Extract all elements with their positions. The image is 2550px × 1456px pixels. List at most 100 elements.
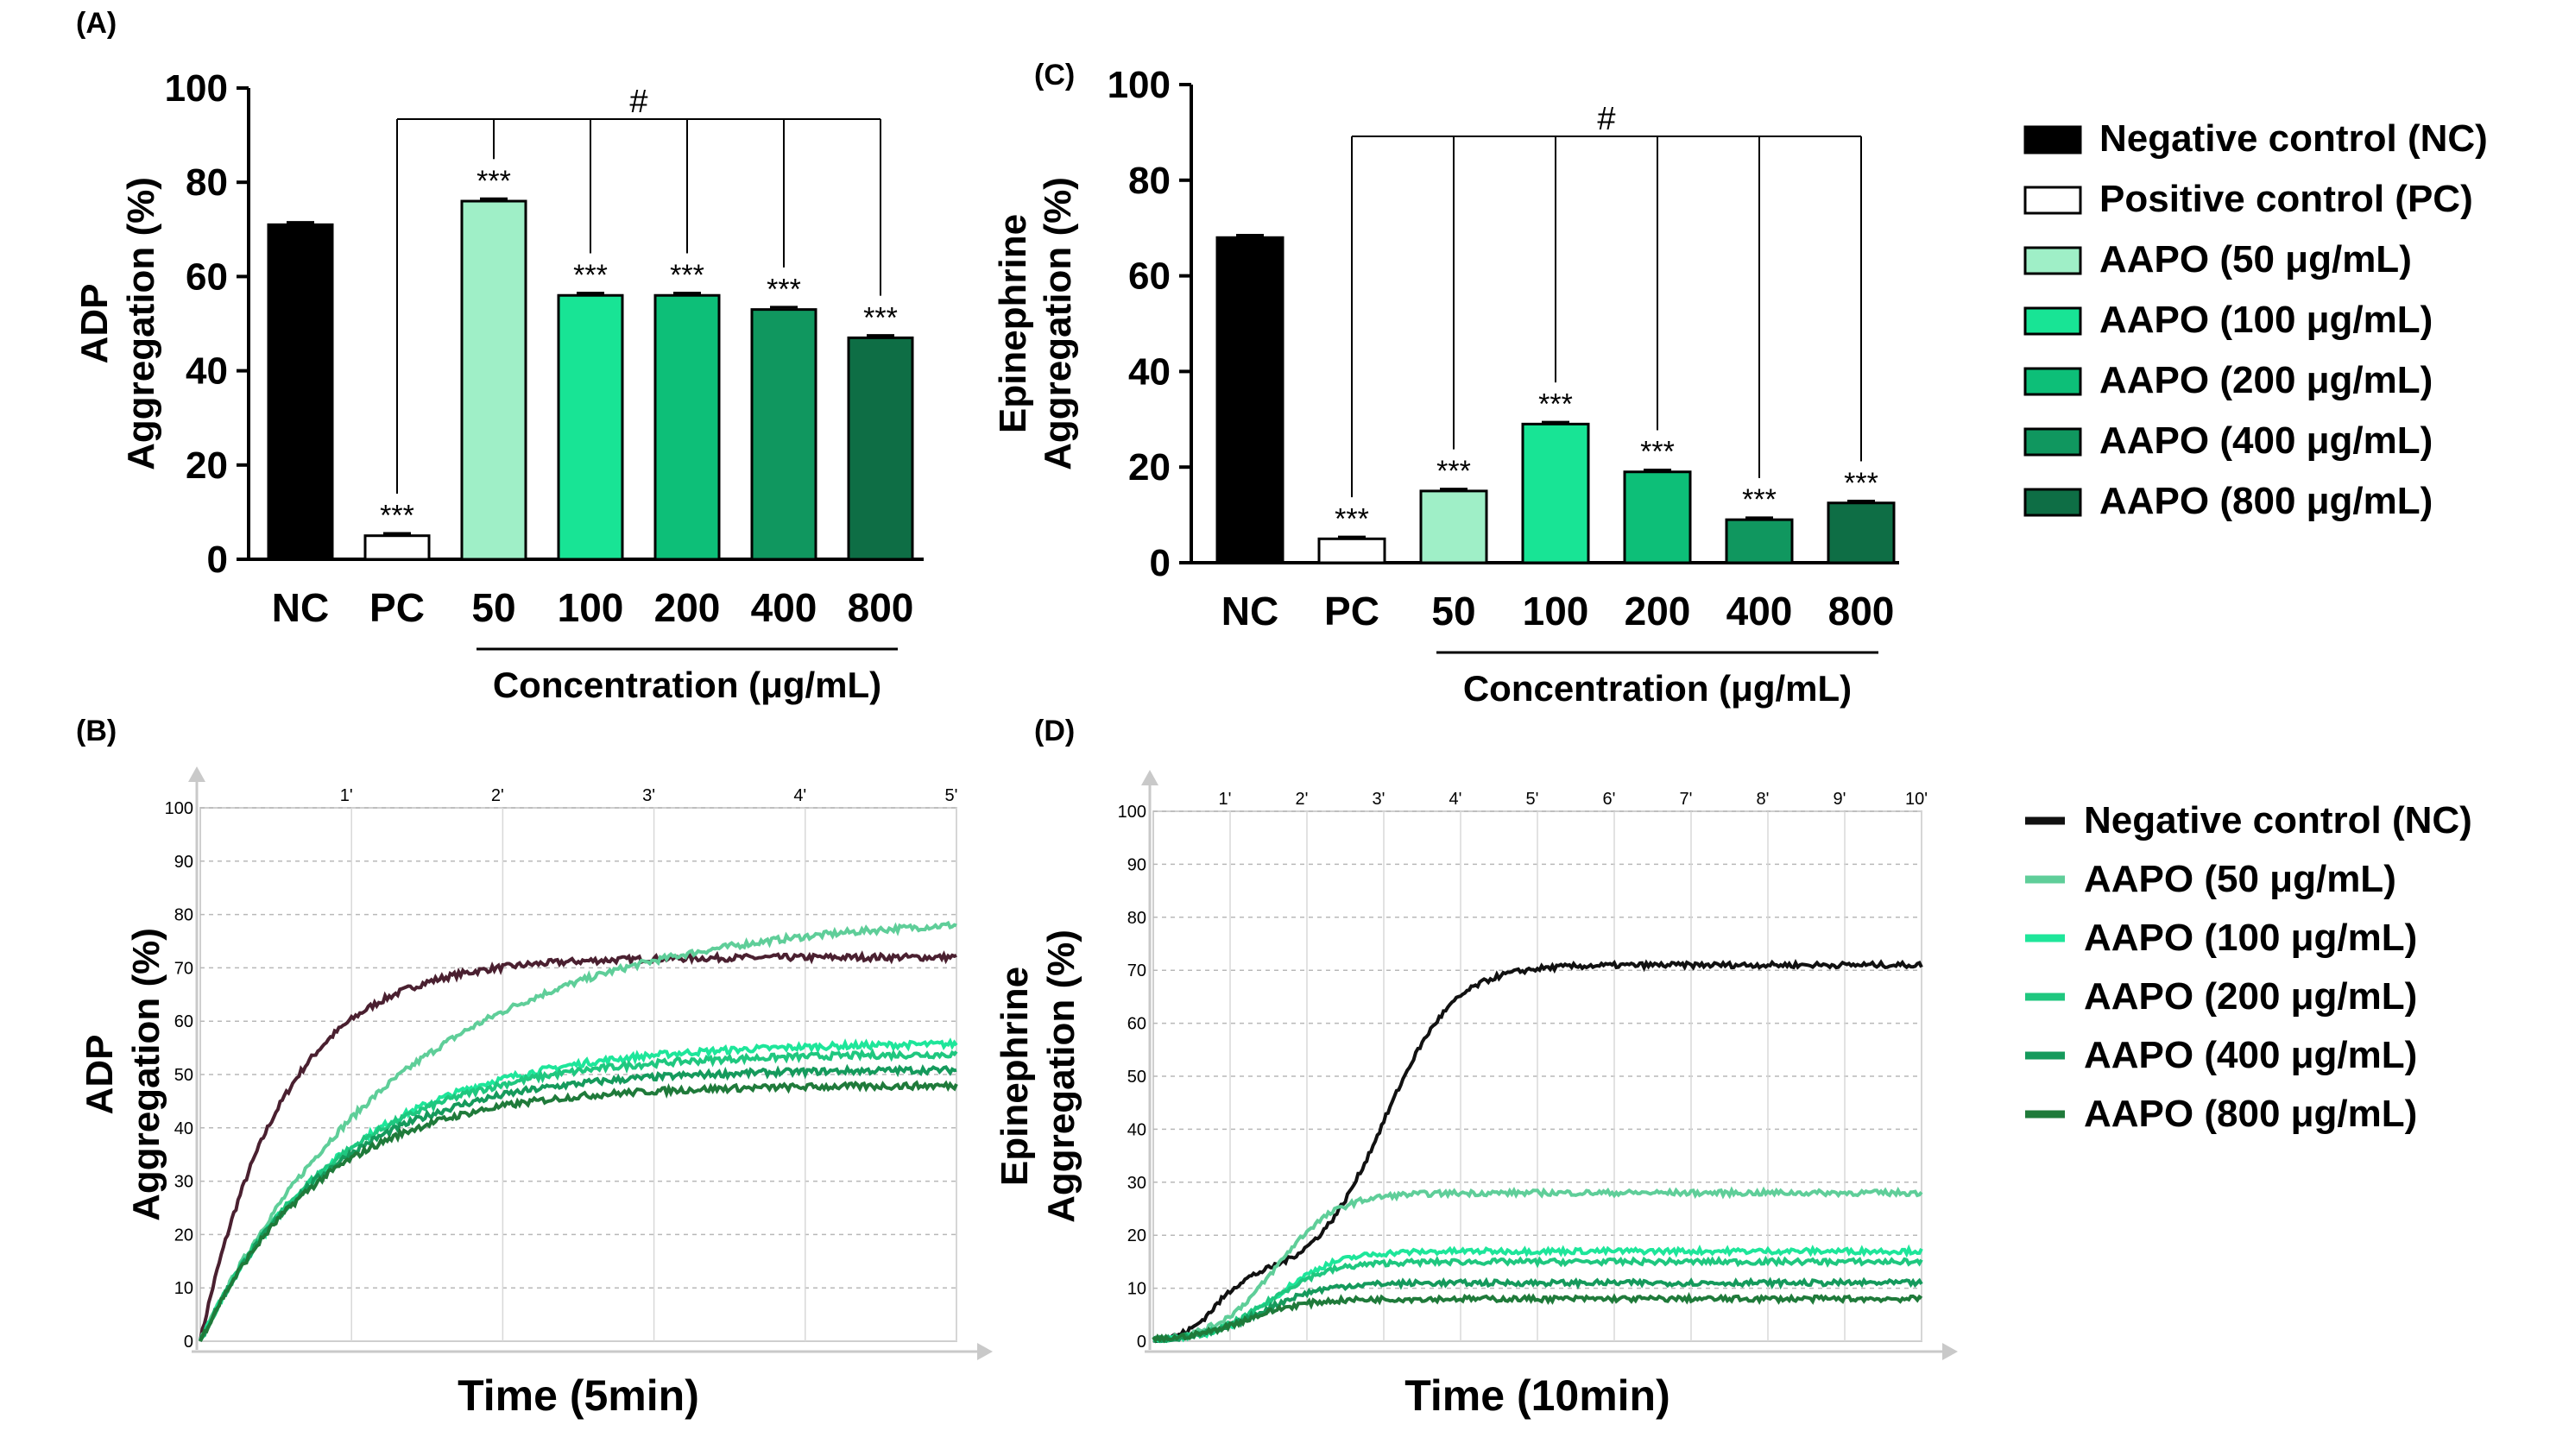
significance-label: *** xyxy=(767,274,801,306)
y-axis-label-line2: Aggregation (%) xyxy=(1037,177,1079,470)
x-tick-label: 800 xyxy=(1828,589,1895,633)
legend-swatch xyxy=(2023,306,2082,336)
y-axis-label-line2: Aggregation (%) xyxy=(120,177,162,470)
x-tick-label: NC xyxy=(272,585,329,630)
legend-label: AAPO (100 μg/mL) xyxy=(2099,299,2433,341)
x-tick-label: 200 xyxy=(654,585,721,630)
legend-label: Negative control (NC) xyxy=(2084,799,2472,841)
trace-series-0 xyxy=(1152,959,1923,1343)
bar-PC xyxy=(1317,537,1386,564)
y-axis-label-line2: Aggregation (%) xyxy=(1040,930,1082,1223)
significance-label: *** xyxy=(1640,436,1675,469)
x-tick-label: 50 xyxy=(1431,589,1475,633)
y-tick-label: 20 xyxy=(1128,446,1171,488)
y-axis-label-line1: Epinephrine xyxy=(992,214,1034,433)
y-tick-label: 60 xyxy=(174,1012,193,1031)
bar-50 xyxy=(460,199,527,561)
top-tick-label: 9' xyxy=(1834,790,1846,809)
x-tick-label: 100 xyxy=(558,585,624,630)
legend-swatch xyxy=(2023,427,2082,457)
y-tick-label: 40 xyxy=(174,1119,193,1138)
x-tick-label: 800 xyxy=(848,585,914,630)
y-tick-label: 30 xyxy=(174,1173,193,1192)
bar-NC xyxy=(1215,236,1284,564)
y-axis-label-line2: Aggregation (%) xyxy=(125,928,167,1221)
legend-swatch xyxy=(2023,246,2082,275)
significance-label: *** xyxy=(1742,483,1777,516)
y-tick-label: 0 xyxy=(184,1333,193,1352)
top-tick-label: 5' xyxy=(945,786,958,805)
y-tick-label: 80 xyxy=(174,906,193,925)
legend-label: Negative control (NC) xyxy=(2099,117,2488,160)
panel-label-c: (C) xyxy=(1034,59,1075,91)
trace-series-5 xyxy=(199,1080,958,1342)
legend-swatch xyxy=(2023,125,2082,154)
y-tick-label: 0 xyxy=(1150,542,1171,584)
y-tick-label: 80 xyxy=(1127,909,1146,928)
bar-50 xyxy=(1419,489,1488,564)
legend-label: AAPO (100 μg/mL) xyxy=(2084,917,2417,959)
top-tick-label: 8' xyxy=(1757,790,1770,809)
significance-label: *** xyxy=(477,165,511,198)
bar-800 xyxy=(1827,501,1896,564)
top-tick-label: 2' xyxy=(1296,790,1309,809)
y-tick-label: 30 xyxy=(1127,1174,1146,1193)
legend-swatch xyxy=(2023,488,2082,517)
x-tick-label: PC xyxy=(1324,589,1379,633)
legend-label: AAPO (800 μg/mL) xyxy=(2099,480,2433,522)
top-tick-label: 5' xyxy=(1526,790,1539,809)
legend-swatch xyxy=(2023,367,2082,396)
y-tick-label: 100 xyxy=(165,799,193,818)
significance-label: *** xyxy=(1538,388,1573,420)
y-tick-label: 10 xyxy=(174,1279,193,1298)
y-tick-label: 10 xyxy=(1127,1280,1146,1299)
y-tick-label: 40 xyxy=(1128,350,1171,393)
y-tick-label: 80 xyxy=(1128,160,1171,202)
y-tick-label: 60 xyxy=(1128,255,1171,298)
trace-chart-adp: 0 10 20 30 40 50 60 70 80 90 100 1' 2' 3' 4' 5' ADP Aggre… xyxy=(79,766,993,1420)
trace-series-4 xyxy=(1152,1276,1923,1344)
legend-label: AAPO (400 μg/mL) xyxy=(2099,419,2433,462)
x-axis-label: Concentration (μg/mL) xyxy=(493,665,881,705)
legend-label: AAPO (50 μg/mL) xyxy=(2099,238,2412,280)
bar-200 xyxy=(653,293,721,561)
bar-400 xyxy=(750,308,817,561)
legend-label: AAPO (50 μg/mL) xyxy=(2084,858,2396,900)
bar-chart-epinephrine: 0 20 40 60 80 100 Epinephrine Aggregation (%) NC… xyxy=(992,64,1899,709)
trace-series-3 xyxy=(199,1048,958,1342)
x-tick-label: 100 xyxy=(1523,589,1589,633)
legend-swatch xyxy=(2023,186,2082,215)
x-tick-label: 400 xyxy=(1726,589,1793,633)
x-tick-label: NC xyxy=(1221,589,1278,633)
trace-series-1 xyxy=(199,920,957,1342)
significance-label: *** xyxy=(670,259,704,292)
trace-series-1 xyxy=(1152,1186,1923,1343)
legend-label: Positive control (PC) xyxy=(2099,178,2473,220)
x-axis-label: Time (10min) xyxy=(1404,1371,1670,1420)
top-tick-label: 3' xyxy=(1373,790,1385,809)
bar-NC xyxy=(267,223,334,561)
y-tick-label: 90 xyxy=(174,853,193,872)
bar-100 xyxy=(1521,422,1590,564)
bar-400 xyxy=(1725,518,1794,564)
top-tick-label: 4' xyxy=(793,786,806,805)
x-axis-label: Time (5min) xyxy=(458,1371,699,1420)
y-tick-label: 80 xyxy=(186,161,228,204)
legend-label: AAPO (800 μg/mL) xyxy=(2084,1093,2417,1135)
x-tick-label: 200 xyxy=(1625,589,1691,633)
y-arrow-head xyxy=(1141,770,1158,785)
y-tick-label: 60 xyxy=(1127,1015,1146,1034)
top-tick-label: 2' xyxy=(491,786,504,805)
y-tick-label: 0 xyxy=(207,539,228,581)
top-tick-label: 4' xyxy=(1449,790,1462,809)
y-tick-label: 100 xyxy=(1108,64,1171,106)
top-tick-label: 7' xyxy=(1680,790,1693,809)
significance-label: *** xyxy=(1436,455,1471,488)
y-tick-label: 100 xyxy=(1118,803,1146,822)
y-tick-label: 20 xyxy=(174,1226,193,1245)
y-tick-label: 40 xyxy=(186,350,228,393)
panel-label-d: (D) xyxy=(1034,715,1075,747)
y-axis-label-line1: ADP xyxy=(73,284,116,364)
trace-series-3 xyxy=(1152,1255,1923,1343)
